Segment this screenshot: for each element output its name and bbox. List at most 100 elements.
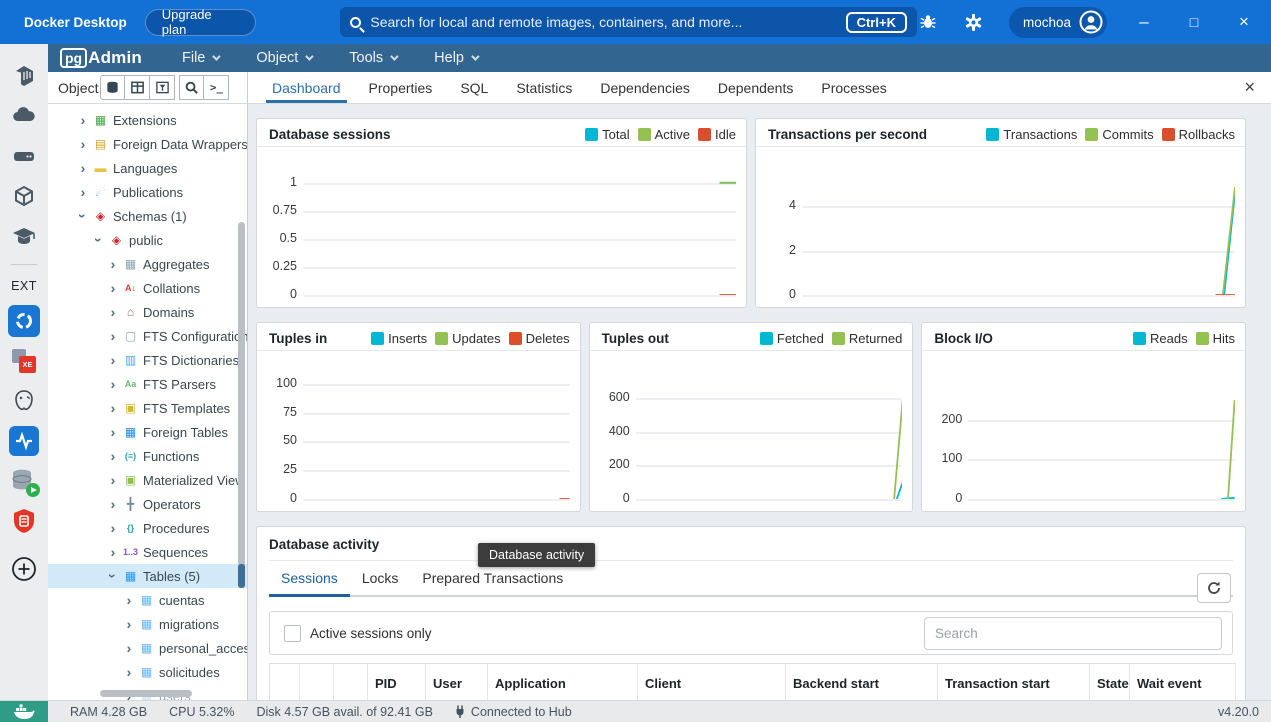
docker-search-input[interactable] — [370, 14, 838, 30]
tree-item-extensions[interactable]: › ▦ Extensions — [48, 108, 247, 132]
expander-closed-icon[interactable]: › — [110, 424, 116, 440]
legend-updates: Updates — [435, 331, 501, 346]
expander-closed-icon[interactable]: › — [110, 376, 116, 392]
learning-center-icon[interactable] — [0, 216, 48, 256]
expander-closed-icon[interactable]: › — [110, 520, 116, 536]
maximize-button[interactable]: □ — [1189, 14, 1199, 30]
menu-help[interactable]: Help — [434, 50, 480, 66]
expander-closed-icon[interactable]: › — [110, 280, 116, 296]
upgrade-plan-button[interactable]: Upgrade plan — [144, 7, 257, 37]
tree-item-functions[interactable]: › (≡) Functions — [48, 444, 247, 468]
bug-report-icon[interactable] — [917, 11, 939, 33]
expander-closed-icon[interactable]: › — [80, 136, 86, 152]
view-data-button[interactable] — [125, 75, 151, 100]
menu-object[interactable]: Object — [256, 50, 314, 66]
expander-closed-icon[interactable]: › — [80, 112, 86, 128]
tab-dependents[interactable]: Dependents — [717, 79, 794, 96]
expander-closed-icon[interactable]: › — [110, 472, 116, 488]
postgres-extension-icon[interactable] — [0, 381, 48, 421]
security-extension-icon[interactable] — [0, 501, 48, 541]
close-window-button[interactable]: × — [1239, 12, 1249, 31]
filtered-rows-button[interactable] — [150, 75, 176, 100]
tree-item-foreign-data-wrappers[interactable]: › ▤ Foreign Data Wrappers — [48, 132, 247, 156]
expander-closed-icon[interactable]: › — [110, 256, 116, 272]
expander-closed-icon[interactable]: › — [80, 160, 86, 176]
tree-item-migrations[interactable]: › ▦ migrations — [48, 612, 247, 636]
docker-sidebar-rail: EXT XE — [0, 44, 48, 700]
tree-item-fts-dictionaries[interactable]: › ▥ FTS Dictionaries — [48, 348, 247, 372]
activity-tab-locks[interactable]: Locks — [361, 570, 399, 586]
tree-item-foreign-tables[interactable]: › ▦ Foreign Tables — [48, 420, 247, 444]
monitoring-extension-icon[interactable] — [0, 421, 48, 461]
images-cloud-icon[interactable] — [0, 96, 48, 136]
user-account-button[interactable]: mochoa — [1008, 6, 1107, 38]
tree-item-aggregates[interactable]: › ▦ Aggregates — [48, 252, 247, 276]
tab-properties[interactable]: Properties — [368, 79, 433, 96]
tree-item-publications[interactable]: › ☄ Publications — [48, 180, 247, 204]
tree-item-domains[interactable]: › ⌂ Domains — [48, 300, 247, 324]
tab-dependencies[interactable]: Dependencies — [600, 79, 690, 96]
tree-item-public[interactable]: › ◈ public — [48, 228, 247, 252]
tree-item-materialized-view[interactable]: › ▣ Materialized View — [48, 468, 247, 492]
expander-closed-icon[interactable]: › — [110, 328, 116, 344]
volumes-icon[interactable] — [0, 136, 48, 176]
menu-file[interactable]: File — [182, 50, 222, 66]
expander-closed-icon[interactable]: › — [110, 400, 116, 416]
tree-item-tables-5[interactable]: › ▦ Tables (5) — [48, 564, 247, 588]
connect-server-button[interactable] — [100, 75, 126, 100]
oracle-xe-extension-icon[interactable]: XE — [0, 341, 48, 381]
active-sessions-checkbox[interactable] — [284, 624, 301, 642]
expander-closed-icon[interactable]: › — [110, 448, 116, 464]
tree-item-personal-acces[interactable]: › ▦ personal_acces — [48, 636, 247, 660]
expander-open-icon[interactable]: › — [91, 237, 107, 243]
tab-statistics[interactable]: Statistics — [516, 79, 573, 96]
expander-open-icon[interactable]: › — [75, 213, 91, 219]
expander-closed-icon[interactable]: › — [110, 352, 116, 368]
refresh-button[interactable] — [1197, 573, 1231, 603]
expander-closed-icon[interactable]: › — [126, 664, 132, 680]
tree-vertical-scrollbar[interactable] — [238, 222, 245, 584]
expander-closed-icon[interactable]: › — [110, 544, 116, 560]
expander-closed-icon[interactable]: › — [80, 184, 86, 200]
activity-tab-sessions[interactable]: Sessions — [269, 561, 350, 597]
database-runner-extension-icon[interactable] — [0, 461, 48, 501]
query-tool-button[interactable]: >_ — [204, 75, 230, 100]
expander-closed-icon[interactable]: › — [126, 592, 132, 608]
tree-item-procedures[interactable]: › {} Procedures — [48, 516, 247, 540]
session-search-input[interactable] — [924, 617, 1222, 650]
tree-vertical-scrollbar[interactable] — [238, 564, 245, 588]
add-extension-icon[interactable] — [0, 549, 48, 589]
tab-sql[interactable]: SQL — [460, 79, 489, 96]
expander-closed-icon[interactable]: › — [110, 304, 116, 320]
tree-item-fts-parsers[interactable]: › Aa FTS Parsers — [48, 372, 247, 396]
search-objects-button[interactable] — [179, 75, 205, 100]
tree-item-solicitudes[interactable]: › ▦ solicitudes — [48, 660, 247, 684]
docker-search-bar[interactable]: Ctrl+K — [340, 7, 917, 37]
pgadmin-extension-icon[interactable] — [0, 301, 48, 341]
close-panel-icon[interactable]: × — [1244, 77, 1255, 97]
pgadmin-logo[interactable]: pg Admin — [60, 48, 142, 68]
containers-icon[interactable] — [0, 56, 48, 96]
expander-closed-icon[interactable]: › — [110, 496, 116, 512]
tree-item-cuentas[interactable]: › ▦ cuentas — [48, 588, 247, 612]
docker-whale-icon[interactable] — [0, 700, 48, 722]
tab-dashboard[interactable]: Dashboard — [258, 72, 355, 103]
tree-item-schemas-1[interactable]: › ◈ Schemas (1) — [48, 204, 247, 228]
expander-closed-icon[interactable]: › — [126, 640, 132, 656]
chevron-down-icon — [471, 52, 480, 61]
tree-item-fts-configuration[interactable]: › ▢ FTS Configuration — [48, 324, 247, 348]
tree-item-sequences[interactable]: › 1..3 Sequences — [48, 540, 247, 564]
tree-item-languages[interactable]: › ▬ Languages — [48, 156, 247, 180]
tree-item-collations[interactable]: › A↓ Collations — [48, 276, 247, 300]
dev-environments-icon[interactable] — [0, 176, 48, 216]
menu-tools[interactable]: Tools — [349, 50, 399, 66]
expander-open-icon[interactable]: › — [105, 573, 121, 579]
activity-tab-prepared-transactions[interactable]: Prepared Transactions — [422, 570, 564, 586]
tab-processes[interactable]: Processes — [821, 79, 887, 96]
settings-gear-icon[interactable] — [963, 11, 985, 33]
tree-item-operators[interactable]: › ╋ Operators — [48, 492, 247, 516]
minimize-button[interactable]: – — [1139, 12, 1149, 31]
tree-item-fts-templates[interactable]: › ▣ FTS Templates — [48, 396, 247, 420]
tree-horizontal-scrollbar[interactable] — [100, 690, 192, 697]
expander-closed-icon[interactable]: › — [126, 616, 132, 632]
